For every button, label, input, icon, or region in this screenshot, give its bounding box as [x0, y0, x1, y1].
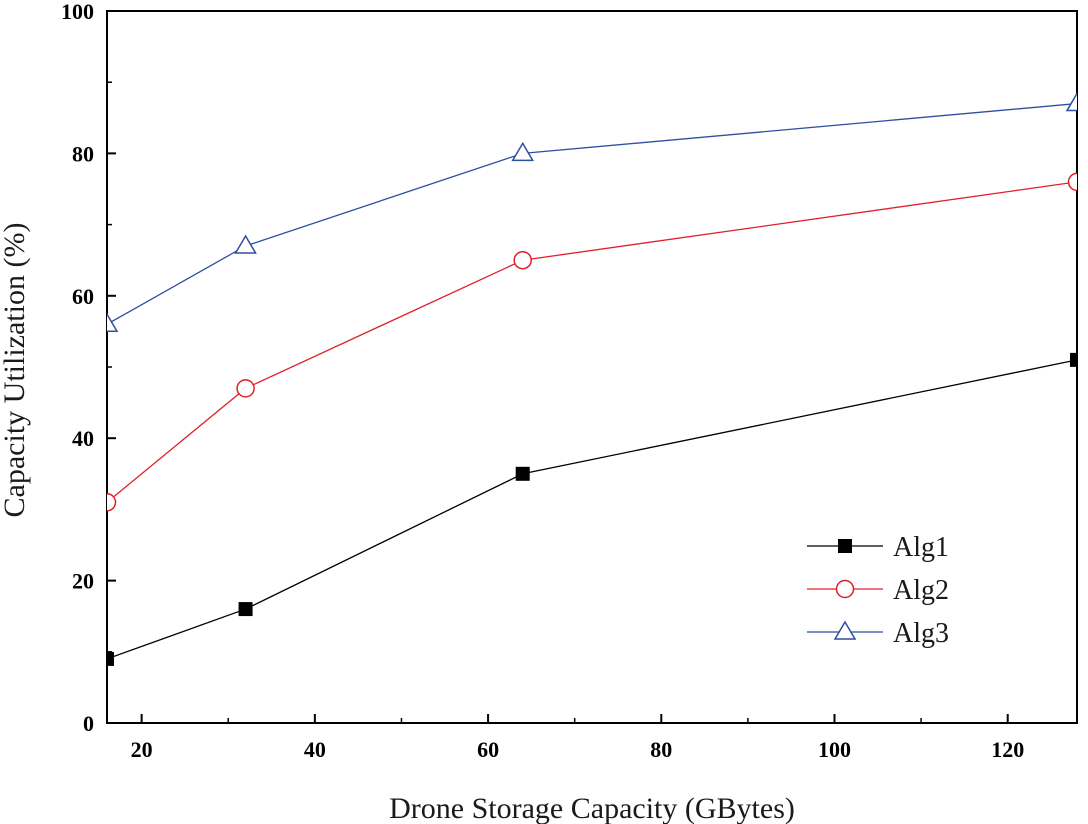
- legend-marker-alg1: [838, 539, 852, 553]
- data-point-alg3: [234, 234, 257, 254]
- legend-label-alg2: Alg2: [893, 575, 949, 606]
- plot-frame: [106, 10, 1078, 724]
- y-tick-label: 0: [83, 711, 94, 736]
- data-point-alg3: [511, 141, 535, 162]
- series-alg1: [107, 352, 1077, 666]
- x-tick-label: 40: [304, 737, 326, 762]
- y-tick-label: 40: [72, 426, 94, 451]
- data-point-alg1: [107, 651, 114, 666]
- series-line-alg3: [107, 102, 1077, 325]
- legend-marker-alg2: [835, 579, 855, 599]
- data-point-alg2: [236, 379, 255, 398]
- data-point-alg2: [1067, 172, 1077, 192]
- data-point-alg1: [515, 466, 530, 481]
- data-point-alg2: [107, 493, 117, 512]
- y-axis-title: Capacity Utilization (%): [0, 223, 31, 518]
- series-alg2: [107, 172, 1077, 512]
- x-axis-title: Drone Storage Capacity (GBytes): [389, 792, 795, 824]
- data-point-alg3: [1065, 92, 1077, 112]
- series-line-alg2: [107, 181, 1077, 503]
- data-point-alg2: [513, 250, 532, 270]
- data-point-alg3: [107, 312, 119, 333]
- data-point-alg1: [238, 602, 253, 617]
- legend-label-alg3: Alg3: [893, 618, 949, 649]
- x-tick-label: 80: [650, 737, 672, 762]
- axes-group: 20 40 60 80 100 120 0 20 40 60 80 100: [61, 0, 1078, 762]
- legend: Alg1 Alg2 Alg3: [807, 532, 949, 649]
- y-tick-label: 100: [61, 0, 94, 24]
- y-tick-label: 80: [72, 141, 94, 166]
- x-tick-label: 60: [477, 737, 499, 762]
- series-alg3: [107, 92, 1077, 333]
- legend-marker-alg3: [833, 620, 857, 640]
- x-tick-label: 20: [131, 737, 153, 762]
- data-point-alg1: [1070, 352, 1077, 367]
- legend-label-alg1: Alg1: [893, 532, 949, 563]
- series-group: [107, 92, 1077, 666]
- series-line-alg1: [107, 359, 1077, 660]
- x-tick-label: 100: [818, 737, 851, 762]
- y-tick-label: 20: [72, 569, 94, 594]
- x-tick-label: 120: [991, 737, 1024, 762]
- y-tick-label: 60: [72, 284, 94, 309]
